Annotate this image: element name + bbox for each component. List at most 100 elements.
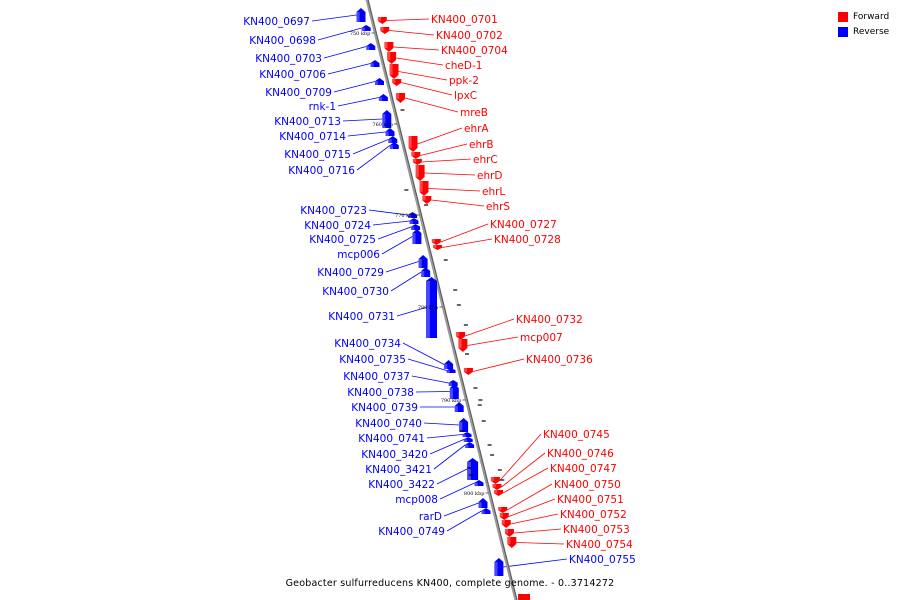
gene-label-kn400-0732[interactable]: KN400_0732 bbox=[516, 314, 583, 326]
gene-feature-ehrd[interactable] bbox=[415, 165, 425, 181]
gene-feature-kn400-0706[interactable] bbox=[370, 60, 380, 67]
gene-label-kn400-0725[interactable]: KN400_0725 bbox=[309, 234, 376, 246]
gene-feature-kn400-0741[interactable] bbox=[462, 432, 472, 437]
gene-label-ehrc[interactable]: ehrC bbox=[473, 154, 498, 166]
gene-feature-ppk-2[interactable] bbox=[389, 64, 399, 79]
gene-label-rard[interactable]: rarD bbox=[419, 511, 442, 523]
gene-label-kn400-0749[interactable]: KN400_0749 bbox=[378, 526, 445, 538]
gene-label-kn400-0698[interactable]: KN400_0698 bbox=[249, 35, 316, 47]
gene-feature-kn400-0729[interactable] bbox=[418, 255, 428, 268]
gene-label-kn400-0716[interactable]: KN400_0716 bbox=[288, 165, 355, 177]
gene-label-kn400-0740[interactable]: KN400_0740 bbox=[355, 418, 422, 430]
gene-label-kn400-0746[interactable]: KN400_0746 bbox=[547, 448, 614, 460]
gene-label-mcp007[interactable]: mcp007 bbox=[520, 332, 563, 344]
gene-feature-ehrl[interactable] bbox=[419, 181, 429, 196]
gene-feature-kn400-3420[interactable] bbox=[463, 437, 473, 442]
gene-feature-kn400-0732[interactable] bbox=[456, 332, 466, 340]
gene-feature-kn400-0704[interactable] bbox=[384, 42, 394, 52]
gene-feature-kn400-0740[interactable] bbox=[459, 418, 469, 432]
gene-label-ehrl[interactable]: ehrL bbox=[482, 186, 505, 198]
gene-feature-kn400-0752[interactable] bbox=[501, 520, 511, 528]
gene-label-kn400-0741[interactable]: KN400_0741 bbox=[358, 433, 425, 445]
gene-feature-kn400-0747[interactable] bbox=[494, 490, 503, 496]
gene-feature-lpxc[interactable] bbox=[392, 79, 402, 86]
gene-feature-mcp007[interactable] bbox=[458, 339, 468, 352]
gene-feature-kn400-0727[interactable] bbox=[431, 239, 441, 245]
gene-label-ehrd[interactable]: ehrD bbox=[477, 170, 503, 182]
gene-feature-kn400-0709[interactable] bbox=[375, 78, 384, 85]
gene-label-ppk-2[interactable]: ppk-2 bbox=[449, 75, 479, 87]
gene-label-kn400-0701[interactable]: KN400_0701 bbox=[431, 14, 498, 26]
gene-feature-ehrc[interactable] bbox=[412, 159, 422, 165]
gene-feature-kn400-0698[interactable] bbox=[361, 25, 371, 31]
gene-label-kn400-0747[interactable]: KN400_0747 bbox=[550, 463, 617, 475]
gene-feature-kn400-0753[interactable] bbox=[504, 529, 514, 537]
gene-label-kn400-0709[interactable]: KN400_0709 bbox=[265, 87, 332, 99]
gene-label-lpxc[interactable]: lpxC bbox=[454, 90, 477, 102]
gene-label-kn400-0738[interactable]: KN400_0738 bbox=[347, 387, 414, 399]
gene-feature-ehrs[interactable] bbox=[422, 196, 432, 204]
gene-feature-mreb[interactable] bbox=[396, 93, 405, 103]
gene-label-mcp006[interactable]: mcp006 bbox=[337, 249, 380, 261]
gene-feature-kn400-0725[interactable] bbox=[411, 224, 420, 230]
gene-label-kn400-0750[interactable]: KN400_0750 bbox=[554, 479, 621, 491]
gene-feature-kn400-0701[interactable] bbox=[377, 17, 387, 24]
gene-label-kn400-0704[interactable]: KN400_0704 bbox=[441, 45, 508, 57]
gene-feature-rnk-1[interactable] bbox=[378, 94, 388, 101]
gene-feature-kn400-0755[interactable] bbox=[494, 558, 504, 576]
gene-label-kn400-0754[interactable]: KN400_0754 bbox=[566, 539, 633, 551]
gene-label-ehrs[interactable]: ehrS bbox=[486, 201, 510, 213]
gene-feature-kn400-0703[interactable] bbox=[366, 43, 376, 50]
gene-label-kn400-0739[interactable]: KN400_0739 bbox=[351, 402, 418, 414]
gene-feature-kn400-0724[interactable] bbox=[409, 218, 419, 224]
gene-feature-kn400-0702[interactable] bbox=[380, 27, 390, 34]
gene-label-kn400-0706[interactable]: KN400_0706 bbox=[259, 69, 326, 81]
gene-feature-kn400-0731[interactable] bbox=[426, 277, 437, 338]
gene-label-kn400-0713[interactable]: KN400_0713 bbox=[274, 116, 341, 128]
gene-label-kn400-0729[interactable]: KN400_0729 bbox=[317, 267, 384, 279]
gene-feature-kn400-0751[interactable] bbox=[499, 513, 509, 520]
gene-feature-kn400-0746[interactable] bbox=[492, 484, 502, 490]
gene-feature-kn400-0716[interactable] bbox=[389, 142, 399, 149]
gene-label-kn400-0724[interactable]: KN400_0724 bbox=[304, 220, 371, 232]
gene-label-kn400-0735[interactable]: KN400_0735 bbox=[339, 354, 406, 366]
gene-label-kn400-0730[interactable]: KN400_0730 bbox=[322, 286, 389, 298]
gene-feature-kn400-0734[interactable] bbox=[444, 360, 454, 369]
gene-feature-kn400-0738[interactable] bbox=[449, 384, 459, 399]
gene-feature-mcp006[interactable] bbox=[412, 229, 422, 244]
gene-feature-kn400-0745[interactable] bbox=[490, 477, 500, 484]
gene-label-kn400-0697[interactable]: KN400_0697 bbox=[243, 16, 310, 28]
gene-feature-kn400-0728[interactable] bbox=[433, 245, 443, 250]
gene-label-kn400-0723[interactable]: KN400_0723 bbox=[300, 205, 367, 217]
gene-label-kn400-3421[interactable]: KN400_3421 bbox=[365, 464, 432, 476]
gene-feature-kn400-0713[interactable] bbox=[382, 110, 392, 128]
gene-label-kn400-3420[interactable]: KN400_3420 bbox=[361, 449, 428, 461]
gene-label-ehra[interactable]: ehrA bbox=[464, 123, 489, 135]
gene-label-kn400-0731[interactable]: KN400_0731 bbox=[328, 311, 395, 323]
gene-feature-kn400-0739[interactable] bbox=[454, 402, 464, 412]
gene-feature-mcp008[interactable] bbox=[474, 480, 484, 486]
gene-feature-kn400-0730[interactable] bbox=[421, 267, 431, 277]
gene-feature-kn400-0750[interactable] bbox=[498, 507, 508, 513]
gene-label-kn400-0715[interactable]: KN400_0715 bbox=[284, 149, 351, 161]
gene-label-kn400-0727[interactable]: KN400_0727 bbox=[490, 219, 557, 231]
gene-feature-kn400-0737[interactable] bbox=[448, 380, 458, 386]
gene-label-kn400-3422[interactable]: KN400_3422 bbox=[368, 479, 435, 491]
gene-label-kn400-0753[interactable]: KN400_0753 bbox=[563, 524, 630, 536]
gene-feature-rard[interactable] bbox=[478, 498, 488, 508]
gene-label-kn400-0703[interactable]: KN400_0703 bbox=[255, 53, 322, 65]
gene-feature-kn400-0749[interactable] bbox=[481, 508, 491, 514]
gene-label-mcp008[interactable]: mcp008 bbox=[395, 494, 438, 506]
gene-feature-kn400-3421[interactable] bbox=[465, 442, 475, 448]
gene-label-kn400-0751[interactable]: KN400_0751 bbox=[557, 494, 624, 506]
gene-label-rnk-1[interactable]: rnk-1 bbox=[309, 101, 336, 113]
gene-feature-ehrb[interactable] bbox=[411, 152, 421, 159]
gene-label-kn400-0736[interactable]: KN400_0736 bbox=[526, 354, 593, 366]
gene-label-kn400-0714[interactable]: KN400_0714 bbox=[279, 131, 346, 143]
gene-label-ehrb[interactable]: ehrB bbox=[469, 139, 494, 151]
gene-label-kn400-0702[interactable]: KN400_0702 bbox=[436, 30, 503, 42]
gene-feature-ehra[interactable] bbox=[408, 136, 418, 152]
gene-label-ched-1[interactable]: cheD-1 bbox=[445, 60, 482, 72]
gene-feature-kn400-0735[interactable] bbox=[446, 368, 456, 373]
gene-label-kn400-0752[interactable]: KN400_0752 bbox=[560, 509, 627, 521]
